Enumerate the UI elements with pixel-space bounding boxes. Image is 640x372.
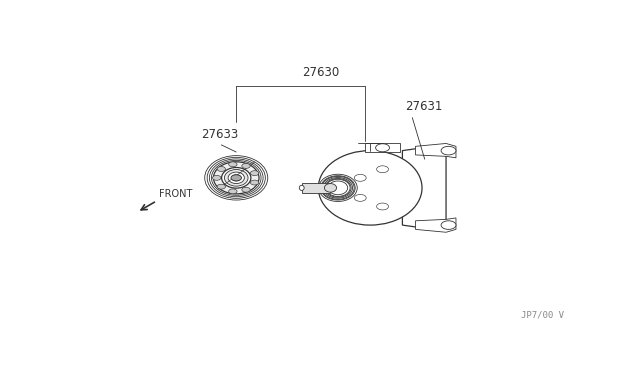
Text: 27631: 27631	[405, 100, 442, 113]
Circle shape	[217, 167, 225, 171]
Ellipse shape	[207, 157, 266, 198]
Ellipse shape	[300, 185, 304, 190]
Circle shape	[217, 184, 225, 189]
Circle shape	[242, 187, 250, 192]
Polygon shape	[415, 144, 456, 158]
Ellipse shape	[214, 162, 259, 194]
Circle shape	[250, 180, 259, 185]
Circle shape	[376, 203, 388, 210]
Circle shape	[355, 174, 366, 181]
Circle shape	[231, 175, 241, 181]
Circle shape	[376, 144, 390, 152]
Polygon shape	[365, 144, 400, 152]
Ellipse shape	[324, 183, 337, 192]
Ellipse shape	[322, 176, 354, 199]
Circle shape	[228, 189, 237, 194]
Polygon shape	[403, 146, 446, 230]
Circle shape	[212, 176, 221, 180]
Circle shape	[441, 146, 456, 155]
Ellipse shape	[319, 174, 357, 202]
Circle shape	[376, 166, 388, 173]
Ellipse shape	[225, 170, 248, 186]
Ellipse shape	[324, 179, 351, 197]
Text: JP7/00 V: JP7/00 V	[520, 311, 564, 320]
Ellipse shape	[221, 167, 251, 188]
Circle shape	[441, 221, 456, 230]
Polygon shape	[415, 218, 456, 232]
Ellipse shape	[318, 151, 422, 225]
Ellipse shape	[209, 159, 263, 197]
Text: 27630: 27630	[302, 66, 339, 79]
Ellipse shape	[211, 160, 261, 195]
Circle shape	[355, 195, 366, 201]
Ellipse shape	[205, 155, 268, 200]
Bar	[301, 183, 330, 193]
Text: 27633: 27633	[202, 128, 239, 141]
Circle shape	[250, 171, 259, 176]
Text: FRONT: FRONT	[159, 189, 193, 199]
Ellipse shape	[228, 172, 244, 183]
Circle shape	[242, 163, 250, 169]
Circle shape	[228, 162, 237, 167]
Ellipse shape	[232, 175, 241, 181]
